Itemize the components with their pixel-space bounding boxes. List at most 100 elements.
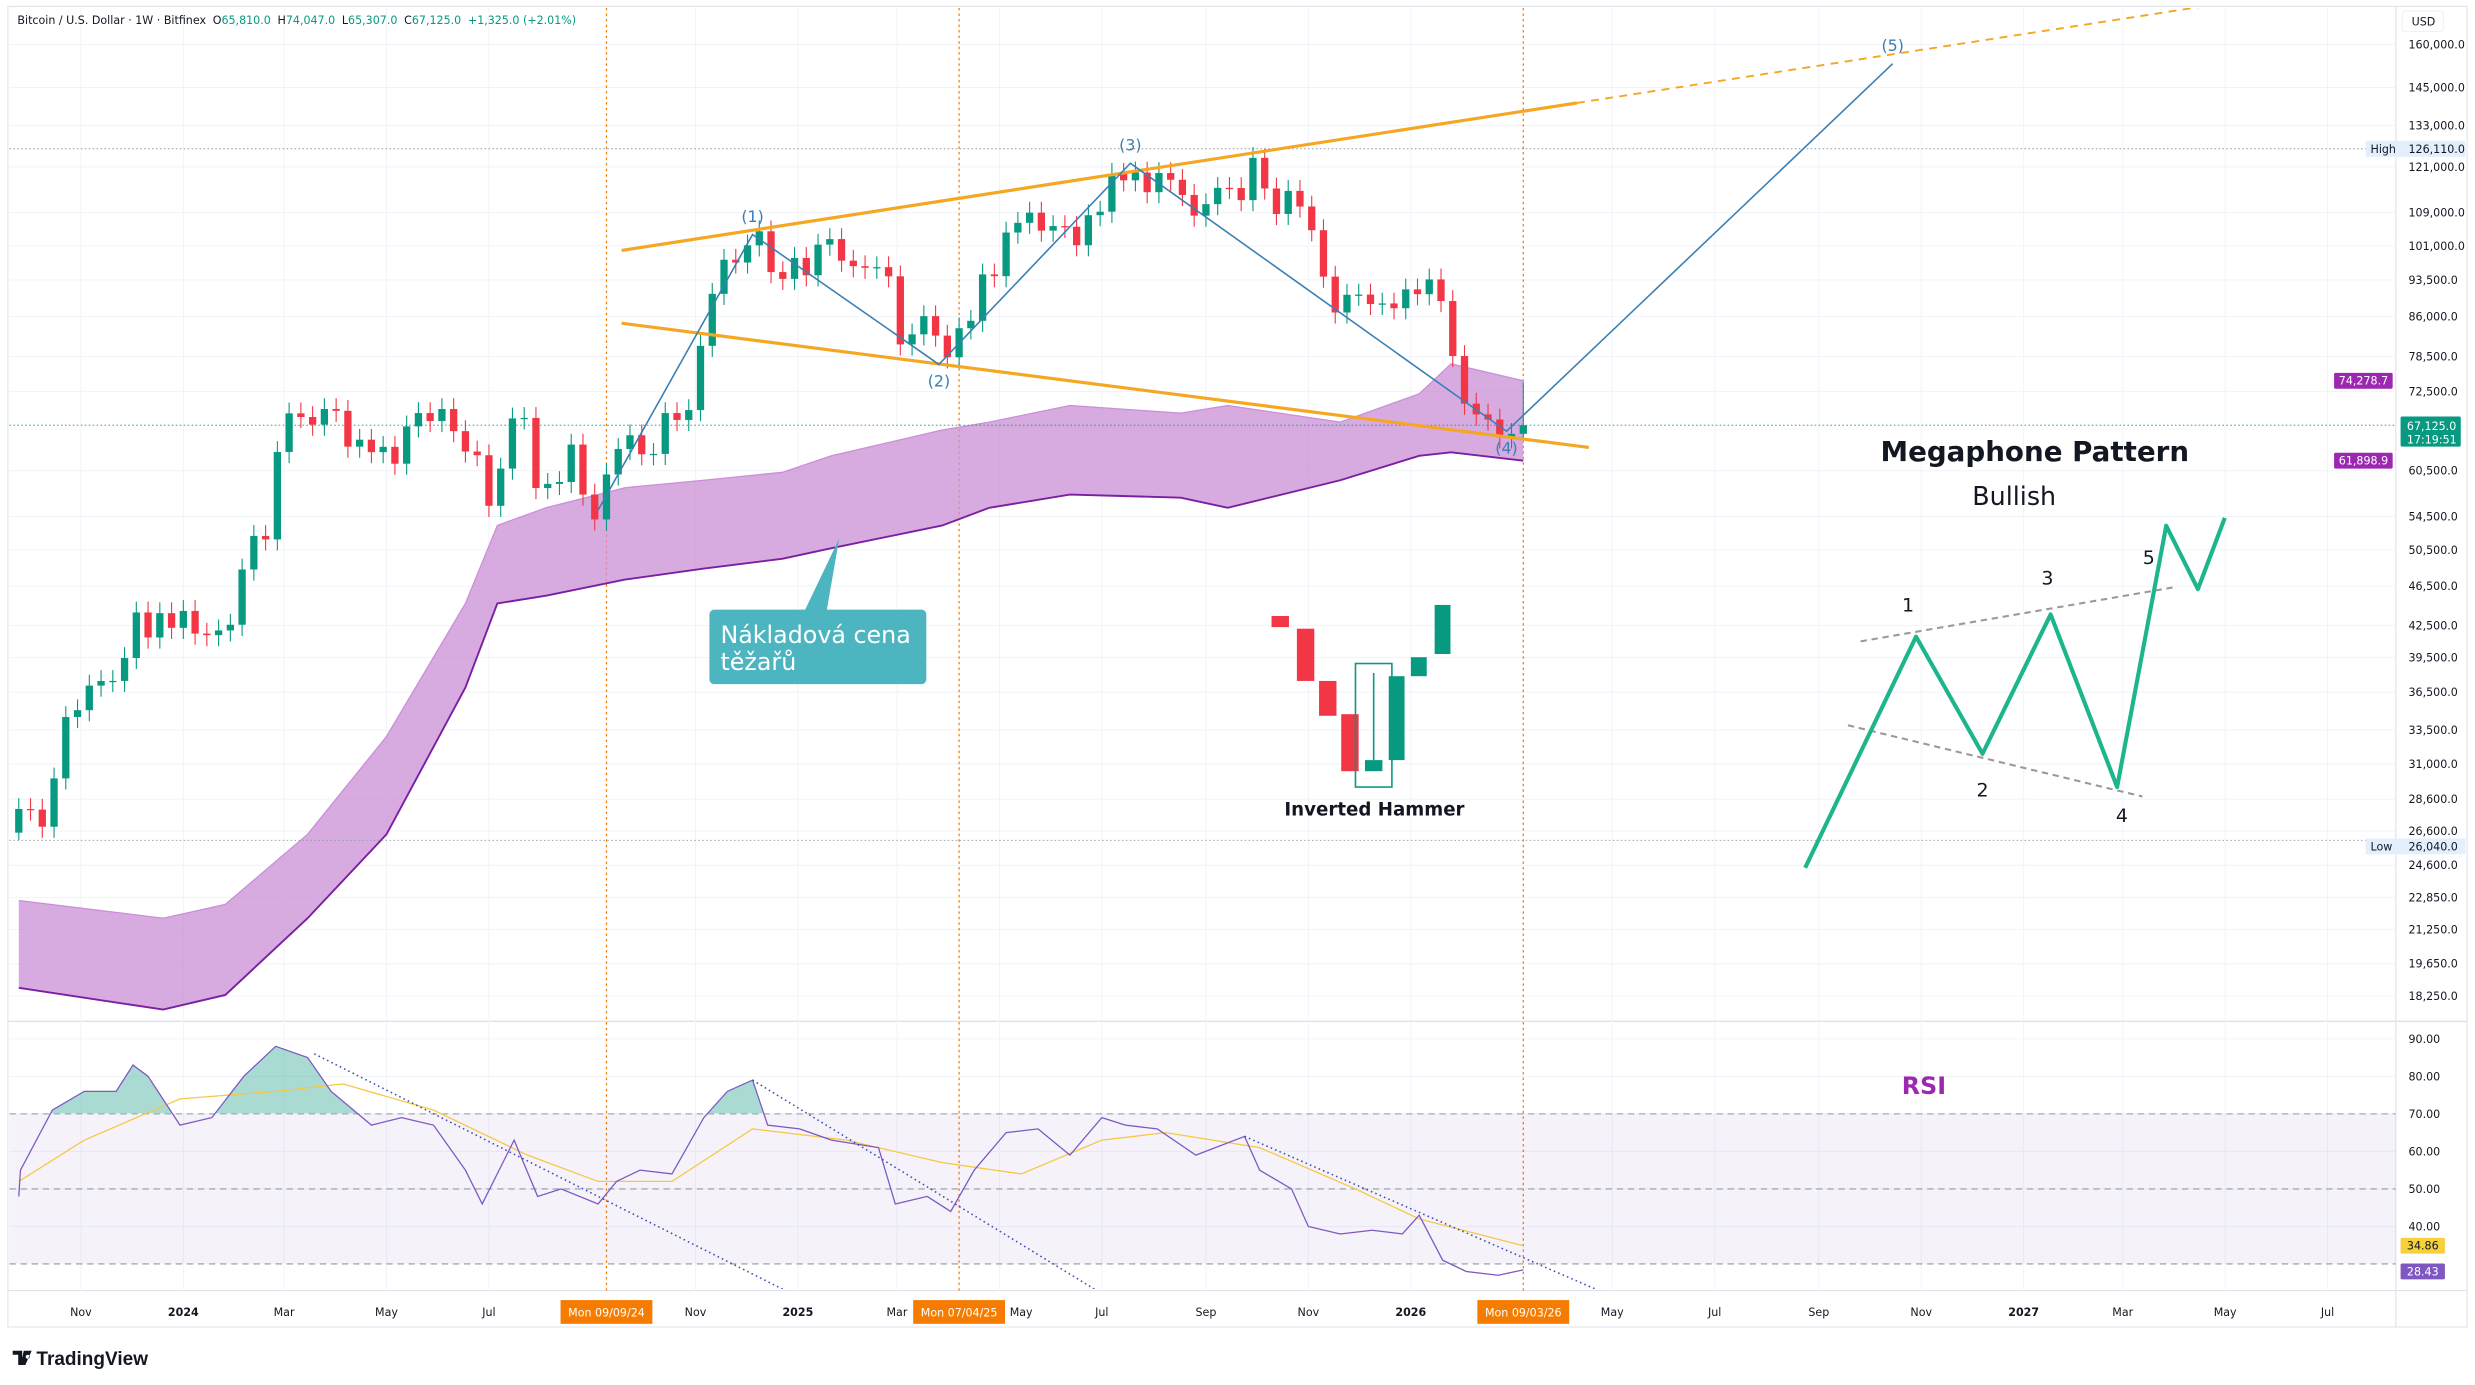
candle-body xyxy=(990,274,999,277)
candle-body xyxy=(802,257,810,276)
candle-body xyxy=(461,431,470,452)
candle-body xyxy=(250,535,258,570)
tradingview-logo-icon xyxy=(12,1350,32,1366)
rsi-value-badge-bg xyxy=(2400,1263,2445,1280)
candle-body xyxy=(1366,294,1375,305)
price-axis[interactable]: USD 160,000.0 145,000.0 133,000.0 121,000.0… xyxy=(2334,10,2466,1003)
price-tick-label: 42,500.0 xyxy=(2408,620,2457,633)
price-tick-label: 46,500.0 xyxy=(2408,580,2457,593)
candle-body xyxy=(520,417,528,420)
megaphone-point-2: 2 xyxy=(1976,780,1988,802)
elliott-wave-line xyxy=(597,63,1894,511)
candle-body xyxy=(1460,355,1469,404)
time-tick-label: Nov xyxy=(70,1306,92,1319)
candle-body xyxy=(15,808,23,833)
candle-body xyxy=(238,569,246,625)
candle-body xyxy=(978,274,987,321)
time-tick-label: Jul xyxy=(1094,1306,1108,1319)
candle-body xyxy=(1002,232,1010,277)
megaphone-subtitle: Bullish xyxy=(1972,481,2056,511)
miner-cost-callout[interactable]: Nákladová cena těžařů xyxy=(709,538,927,685)
rsi-tick-label: 50.00 xyxy=(2408,1183,2440,1196)
candle-body xyxy=(591,494,599,520)
megaphone-point-5: 5 xyxy=(2143,547,2155,569)
candle-body xyxy=(1390,303,1398,309)
time-tick-label: Jul xyxy=(481,1306,495,1319)
upper-trendline-extension xyxy=(1576,7,2200,104)
last-price-badge: 67,125.0 xyxy=(2407,420,2456,433)
candle-body xyxy=(1237,188,1245,201)
candle-body xyxy=(544,483,552,489)
candle-body xyxy=(931,316,940,336)
time-tick-label: Jul xyxy=(1707,1306,1721,1319)
candle-body xyxy=(414,413,423,427)
candle-body xyxy=(673,413,681,420)
rsi-tick-label: 60.00 xyxy=(2408,1145,2440,1158)
candle-body xyxy=(602,474,611,520)
time-tick-label: Jul xyxy=(2320,1306,2334,1319)
candle-body xyxy=(1049,226,1057,231)
candle-body xyxy=(261,535,270,540)
candle-body xyxy=(1108,173,1116,212)
high-badge-value: 126,110.0 xyxy=(2408,143,2464,156)
rsi-tick-label: 90.00 xyxy=(2408,1033,2440,1046)
vertical-marker-badge xyxy=(560,1300,653,1324)
megaphone-point-4: 4 xyxy=(2116,805,2128,827)
candle-body xyxy=(567,444,575,482)
callout-line1: Nákladová cena xyxy=(720,621,910,649)
hammer-label: Inverted Hammer xyxy=(1284,800,1464,821)
rsi-label: RSI xyxy=(1902,1072,1946,1100)
megaphone-illustration: Megaphone Pattern Bullish 1 2 3 4 5 xyxy=(1803,435,2227,869)
candle-body xyxy=(1261,157,1269,189)
candle-body xyxy=(1155,173,1163,193)
low-badge-label: Low xyxy=(2370,840,2392,853)
candle-body xyxy=(1425,279,1433,295)
candle-body xyxy=(1190,194,1198,216)
band-top-badge-bg xyxy=(2334,372,2393,389)
candle-body xyxy=(191,610,199,634)
candle-body xyxy=(579,444,587,495)
megaphone-trendlines[interactable] xyxy=(621,5,2212,450)
time-tick-label: 2027 xyxy=(2008,1306,2039,1319)
candle-body xyxy=(685,410,693,420)
vertical-marker-badge xyxy=(1477,1300,1570,1324)
wave-label: (4) xyxy=(1495,438,1517,457)
time-tick-label: Nov xyxy=(1910,1306,1932,1319)
rsi-axis[interactable]: 90.00 80.00 70.00 60.00 50.00 40.00 34.86 28.43 xyxy=(2400,1033,2445,1280)
time-axis[interactable]: Nov 2024 Mar May Jul Nov 2025 Mar May Jul Sep Nov 20… xyxy=(70,1300,2334,1324)
rsi-pane xyxy=(9,1045,2396,1290)
candle-body xyxy=(743,245,752,263)
currency-label: USD xyxy=(2412,15,2436,28)
price-tick-label: 72,500.0 xyxy=(2408,385,2457,398)
price-tick-label: 133,000.0 xyxy=(2408,119,2464,132)
candle-body xyxy=(943,335,951,358)
vertical-marker-label: Mon 09/03/26 xyxy=(1485,1307,1562,1320)
rsi-tick-label: 40.00 xyxy=(2408,1220,2440,1233)
price-tick-label: 109,000.0 xyxy=(2408,207,2464,220)
change-value: +1,325.0 (+2.01%) xyxy=(468,14,576,27)
miner-cost-band-bottom xyxy=(18,451,1524,1011)
price-tick-label: 78,500.0 xyxy=(2408,351,2457,364)
elliott-wave[interactable]: (1) (2) (3) (4) (5) xyxy=(597,36,1904,511)
candle-body xyxy=(1025,212,1034,223)
price-tick-label: 145,000.0 xyxy=(2408,81,2464,94)
candle-body xyxy=(1296,190,1304,207)
candle-body xyxy=(638,435,646,455)
price-tick-label: 93,500.0 xyxy=(2408,274,2457,287)
band-bottom-badge: 61,898.9 xyxy=(2339,455,2388,468)
vertical-marker-label: Mon 07/04/25 xyxy=(921,1307,998,1320)
candle-body xyxy=(732,259,740,263)
price-tick-label: 39,500.0 xyxy=(2408,652,2457,665)
candle-body xyxy=(473,451,481,456)
tradingview-logo[interactable]: TradingView xyxy=(12,1349,149,1370)
symbol-header[interactable]: Bitcoin / U.S. Dollar · 1W · Bitfinex O6… xyxy=(17,14,576,27)
candle-body xyxy=(1014,222,1022,233)
candle-body xyxy=(873,267,881,269)
candles xyxy=(15,147,1527,841)
wave-label: (1) xyxy=(741,207,763,226)
candle-body xyxy=(485,455,493,506)
candle-body xyxy=(73,710,82,717)
candle-body xyxy=(790,257,799,279)
candle-body xyxy=(861,266,869,268)
